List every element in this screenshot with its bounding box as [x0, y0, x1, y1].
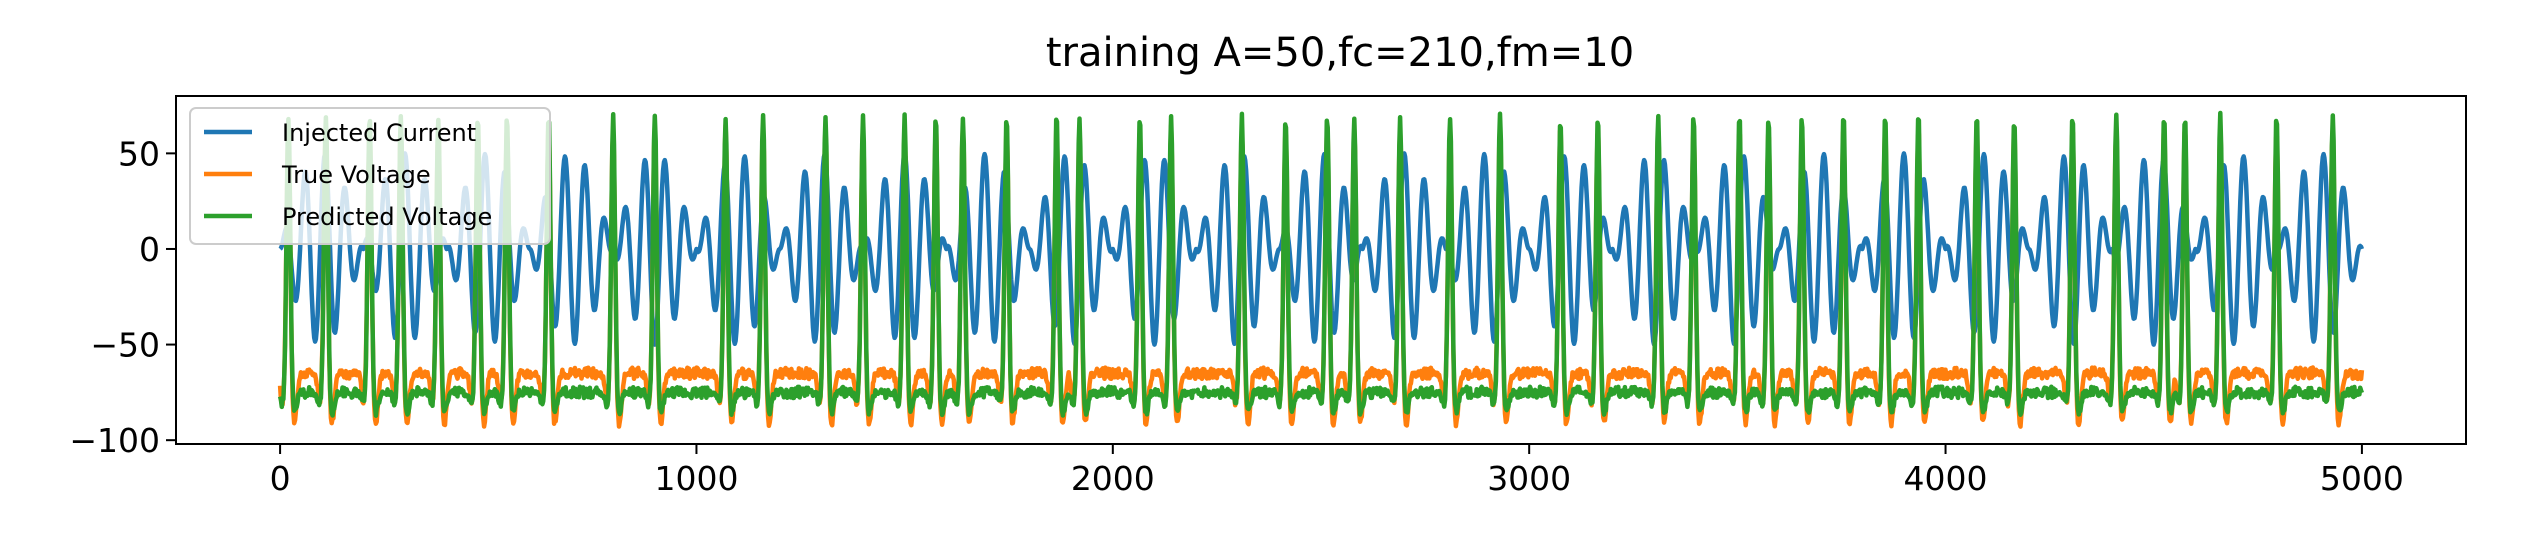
- legend-entry-label: Injected Current: [282, 119, 476, 147]
- plot-frame: [175, 95, 2467, 445]
- series-line-predicted-voltage: [277, 110, 2365, 418]
- series-line-injected-current: [278, 151, 2365, 347]
- y-tick-label: −100: [69, 421, 160, 460]
- legend-entry-label: Predicted Voltage: [282, 203, 492, 231]
- y-tick-label: −50: [90, 326, 160, 365]
- legend: Injected Current True Voltage Predicted Vo…: [189, 107, 551, 245]
- x-axis: 0 1000 2000 3000 4000 5000: [270, 444, 2404, 498]
- x-tick-label: 0: [270, 459, 291, 498]
- chart-title: training A=50,fc=210,fm=10: [1046, 30, 1634, 76]
- x-tick-label: 4000: [1904, 459, 1988, 498]
- y-tick-label: 50: [118, 134, 160, 173]
- y-tick-label: 0: [139, 230, 160, 269]
- legend-box: [189, 107, 551, 245]
- x-tick-label: 5000: [2320, 459, 2404, 498]
- x-tick-label: 2000: [1071, 459, 1155, 498]
- y-axis: 50 0 −50 −100: [69, 134, 176, 460]
- legend-entry-label: True Voltage: [281, 161, 431, 189]
- x-tick-label: 1000: [654, 459, 738, 498]
- x-tick-label: 3000: [1487, 459, 1571, 498]
- series-layer: [277, 110, 2365, 429]
